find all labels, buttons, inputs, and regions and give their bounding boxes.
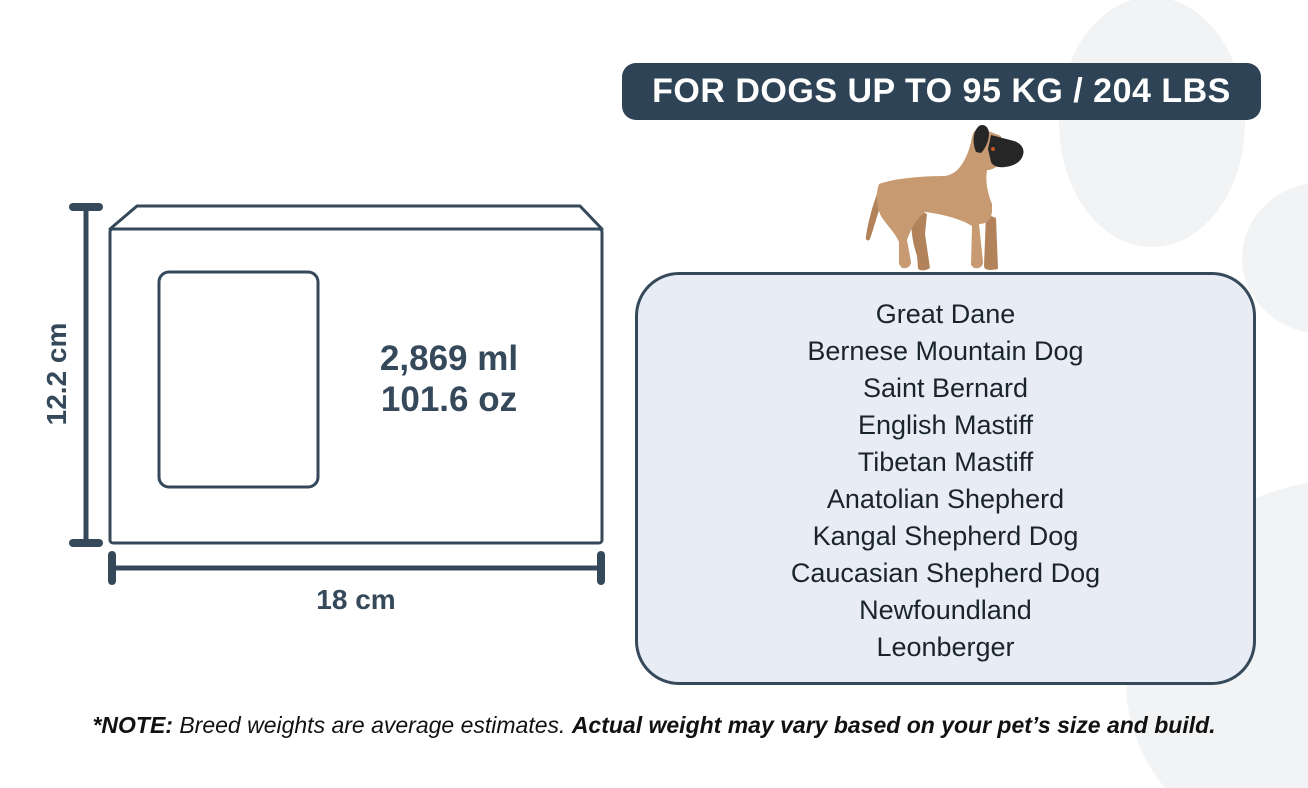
note-regular: Breed weights are average estimates.: [172, 712, 572, 738]
breed-item: Great Dane: [875, 299, 1016, 329]
container-top-face: [108, 204, 604, 231]
dog-far-front-leg: [984, 214, 998, 270]
note-prefix: *NOTE:: [92, 712, 173, 738]
paw-toe-1: [1059, 0, 1245, 247]
breed-item: Caucasian Shepherd Dog: [790, 558, 1101, 588]
height-dimension-line: [69, 203, 103, 547]
volume-label-ml: 2,869 ml: [379, 339, 519, 378]
height-label: 12.2 cm: [41, 322, 72, 426]
breed-item: English Mastiff: [857, 410, 1034, 440]
weight-banner-label: FOR DOGS UP TO 95 KG / 204 LBS: [652, 72, 1231, 110]
breed-item: Kangal Shepherd Dog: [812, 521, 1079, 551]
volume-label-oz: 101.6 oz: [380, 380, 518, 419]
breed-item: Newfoundland: [859, 595, 1032, 625]
width-dimension-line: [108, 551, 605, 585]
breed-item: Bernese Mountain Dog: [807, 336, 1084, 366]
weight-banner: FOR DOGS UP TO 95 KG / 204 LBS: [622, 63, 1261, 120]
volume-label: 2,869 ml 101.6 oz: [380, 338, 518, 420]
container-window: [157, 270, 320, 489]
note-text: *NOTE: Breed weights are average estimat…: [0, 712, 1308, 739]
paw-toe-2: [1242, 183, 1308, 333]
dog-far-rear-leg: [911, 208, 930, 271]
dog-body: [876, 128, 1001, 269]
breed-list-box: Great Dane Bernese Mountain Dog Saint Bern…: [635, 272, 1256, 685]
width-label: 18 cm: [316, 584, 396, 615]
breed-item: Saint Bernard: [862, 373, 1029, 403]
breed-item: Tibetan Mastiff: [857, 447, 1034, 477]
breed-item: Anatolian Shepherd: [826, 484, 1065, 514]
breed-list: Great Dane Bernese Mountain Dog Saint Bern…: [638, 296, 1253, 666]
breed-item: Leonberger: [876, 632, 1015, 662]
dog-illustration: [865, 124, 1024, 271]
dog-muzzle: [988, 135, 1024, 168]
dog-ear-icon: [973, 124, 989, 153]
dog-eye: [991, 147, 995, 151]
note-bold: Actual weight may vary based on your pet…: [571, 712, 1216, 738]
